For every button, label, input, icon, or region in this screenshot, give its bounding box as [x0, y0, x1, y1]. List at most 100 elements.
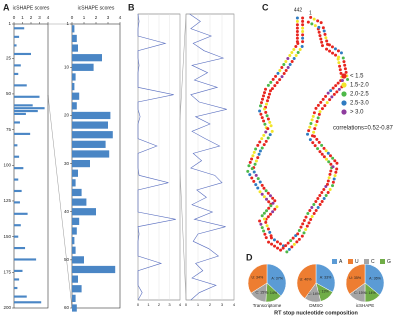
nucleotide	[246, 169, 250, 173]
correlation-note: correlations=0.52-0.87	[333, 126, 394, 132]
nucleotide	[286, 241, 290, 245]
nucleotide	[266, 117, 270, 121]
nucleotide	[260, 183, 264, 187]
nucleotide	[338, 68, 342, 72]
nucleotide	[264, 110, 268, 114]
bar	[72, 44, 78, 52]
x-tick-label: 1	[83, 15, 86, 20]
x-tick-label: 0	[137, 302, 140, 307]
bar	[72, 275, 78, 283]
nucleotide	[337, 61, 341, 65]
nucleotide	[295, 36, 299, 40]
nucleotide	[262, 217, 266, 221]
nucleotide	[260, 226, 264, 230]
slice-label: C: 15%	[354, 291, 367, 295]
nucleotide	[250, 157, 254, 161]
pie-slice	[266, 263, 287, 297]
nucleotide	[331, 156, 335, 160]
nucleotide	[296, 42, 300, 46]
nucleotide	[334, 170, 338, 174]
nucleotide	[331, 180, 335, 184]
y-tick-label: 125	[3, 198, 11, 203]
y-tick-label: 150	[3, 234, 11, 239]
nucleotide	[259, 222, 263, 226]
nucleotide	[312, 111, 316, 115]
nucleotide	[278, 78, 282, 82]
nucleotide	[326, 179, 330, 183]
nucleotide	[321, 26, 325, 30]
bar	[14, 52, 31, 56]
nucleotide	[268, 212, 272, 216]
x-tick-label: 0	[71, 15, 74, 20]
bar	[14, 155, 20, 158]
nucleotide	[316, 147, 320, 151]
nucleotide	[312, 17, 316, 21]
nucleotide	[327, 176, 331, 180]
y-tick-label: 50	[64, 257, 70, 262]
nucleotide	[330, 95, 334, 99]
nucleotide	[322, 188, 326, 192]
nucleotide	[262, 211, 266, 215]
legend-dot	[341, 73, 347, 79]
x-tick-label: 4	[119, 15, 122, 20]
y-tick-label: 25	[6, 55, 12, 60]
nucleotide	[339, 71, 343, 75]
nucleotide	[306, 20, 310, 24]
slice-label: C: 15%	[255, 290, 268, 294]
x-tick-label: 2	[209, 302, 212, 307]
x-tick-label: 4	[179, 302, 182, 307]
nucleotide	[282, 71, 286, 75]
nucleotide	[258, 190, 262, 194]
nucleotide	[262, 195, 266, 199]
trace-line	[189, 13, 227, 301]
nucleotide	[271, 210, 275, 214]
nucleotide	[329, 162, 333, 166]
bar	[14, 27, 25, 30]
nucleotide	[322, 196, 326, 200]
nucleotide	[267, 200, 271, 204]
nucleotide	[327, 160, 331, 164]
nucleotide	[344, 70, 348, 74]
pie-slice	[315, 263, 336, 293]
nucleotide	[271, 77, 275, 81]
nucleotide	[336, 49, 340, 53]
nucleotide	[248, 160, 252, 164]
nucleotide	[252, 150, 256, 154]
nucleotide	[325, 101, 329, 105]
nucleotide	[260, 137, 264, 141]
nucleotide	[260, 146, 264, 150]
nucleotide	[331, 51, 335, 55]
nucleotide	[247, 164, 251, 168]
nucleotide	[262, 186, 266, 190]
x-tick-label: 2	[158, 302, 161, 307]
nucleotide	[276, 71, 280, 75]
x-tick-label: 1	[21, 15, 24, 20]
nucleotide	[301, 33, 305, 37]
bar	[72, 63, 94, 71]
nucleotide	[343, 67, 347, 71]
nucleotide	[264, 130, 268, 134]
slice-label: U: 35%	[349, 276, 362, 280]
nucleotide	[320, 107, 324, 111]
bar	[14, 201, 20, 204]
y-tick-label: 10	[64, 65, 70, 70]
bar	[72, 159, 90, 168]
nucleotide	[265, 224, 269, 228]
nucleotide	[320, 199, 324, 203]
nucleotide	[292, 48, 296, 52]
nucleotide	[270, 129, 274, 133]
nucleotide	[311, 114, 315, 118]
bar	[72, 179, 76, 187]
nucleotide	[295, 16, 299, 20]
bar	[14, 286, 18, 290]
nucleotide	[321, 97, 325, 101]
y-tick-label: 100	[3, 162, 11, 167]
nucleotide	[336, 81, 340, 85]
nucleotide	[320, 152, 324, 156]
slice-label: C: 14%	[308, 292, 321, 296]
nucleotide	[295, 240, 299, 244]
y-tick-label: 75	[6, 127, 12, 132]
nucleotide	[318, 150, 322, 154]
nucleotide	[301, 30, 305, 33]
nucleotide	[325, 157, 329, 161]
